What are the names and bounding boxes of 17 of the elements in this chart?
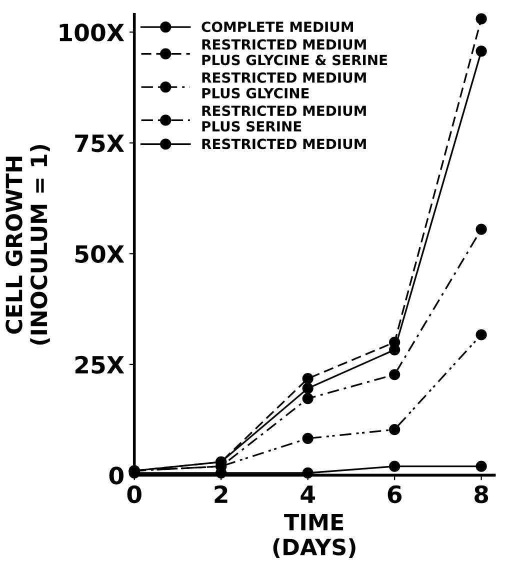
x-tick-label: 4 xyxy=(300,486,315,503)
y-axis-title: CELL GROWTH (INOCULUM = 1) xyxy=(6,144,50,345)
legend-label: RESTRICTED MEDIUM PLUS SERINE xyxy=(202,106,366,132)
x-tick-label: 2 xyxy=(214,485,228,503)
y-tick-label: 25X xyxy=(75,356,124,374)
x-axis-title: TIME (DAYS) xyxy=(273,514,356,558)
y-tick-label: 100X xyxy=(60,24,124,42)
legend-label: COMPLETE MEDIUM xyxy=(202,22,353,32)
x-tick-label: 6 xyxy=(388,485,402,504)
x-tick-label: 8 xyxy=(474,485,488,504)
y-tick-label: 0 xyxy=(109,466,124,485)
y-tick-label: 50X xyxy=(75,245,124,263)
legend-label: RESTRICTED MEDIUM PLUS GLYCINE xyxy=(202,72,366,98)
y-tick-label: 75X xyxy=(75,134,124,152)
legend-label: RESTRICTED MEDIUM PLUS GLYCINE & SERINE xyxy=(202,39,387,66)
x-tick-label: 0 xyxy=(127,485,142,504)
legend-label: RESTRICTED MEDIUM xyxy=(202,138,366,150)
